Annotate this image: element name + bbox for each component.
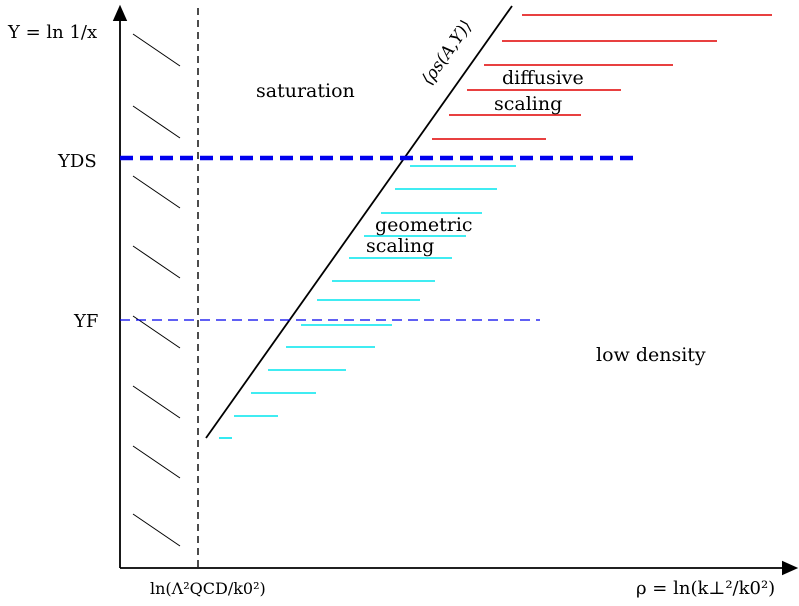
geometric-scaling-label: scaling xyxy=(366,235,434,257)
saturation-line xyxy=(205,5,513,439)
geometric-scaling-lines xyxy=(219,165,516,439)
diffusive-label: diffusive xyxy=(502,67,584,89)
y-f-label: YF xyxy=(73,311,98,332)
geometric-label: geometric xyxy=(375,214,473,236)
diffusive-scaling-lines xyxy=(432,14,772,140)
saturation-line-label: ⟨ρs(A,Y)⟩ xyxy=(418,17,477,89)
y-ds-label: YDS xyxy=(57,151,97,172)
low-density-region-label: low density xyxy=(596,344,706,366)
lambda-qcd-label: ln(Λ²QCD/k0²) xyxy=(150,579,266,598)
x-axis-label: ρ = ln(k⊥²/k0²) xyxy=(636,578,775,599)
y-axis-label: Y = ln 1/x xyxy=(7,22,97,43)
diffusive-scaling-label: scaling xyxy=(494,93,562,115)
excluded-region-hatching xyxy=(132,33,181,547)
saturation-region-label: saturation xyxy=(256,80,355,102)
